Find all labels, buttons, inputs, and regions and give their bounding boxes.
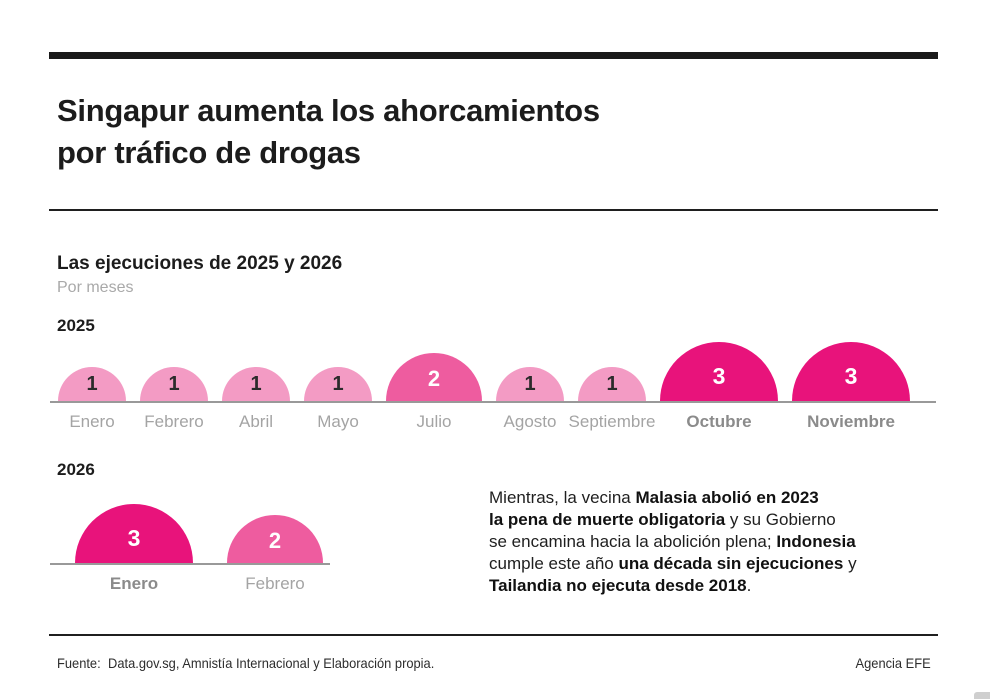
value-label: 1: [332, 373, 344, 395]
value-label: 1: [86, 373, 98, 395]
page-title-line2: por tráfico de drogas: [57, 135, 361, 170]
semicircle-octubre: 3: [660, 342, 778, 401]
corner-mark: [974, 692, 990, 699]
month-label: Julio: [416, 412, 452, 431]
annotation-text: Mientras, la vecina Malasia abolió en 20…: [489, 487, 949, 597]
semicircle-enero: 1: [58, 367, 126, 401]
month-febrero: 2 Febrero: [227, 515, 323, 593]
value-label: 3: [127, 525, 141, 551]
month-enero: 3 Enero: [75, 504, 193, 593]
month-label: Enero: [69, 412, 115, 431]
month-agosto: 1 Agosto: [496, 367, 564, 431]
month-noviembre: 3 Noviembre: [792, 342, 910, 431]
month-abril: 1 Abril: [222, 367, 290, 431]
semicircle-noviembre: 3: [792, 342, 910, 401]
title-divider: [49, 209, 938, 211]
value-label: 2: [268, 528, 282, 553]
month-label: Febrero: [144, 412, 204, 431]
month-julio: 2 Julio: [386, 353, 482, 431]
year-label-2025: 2025: [57, 316, 95, 335]
value-label: 2: [427, 366, 441, 391]
chart-row-2026: 3 Enero 2 Febrero: [50, 503, 450, 593]
semicircle-julio: 2: [386, 353, 482, 401]
month-mayo: 1 Mayo: [304, 367, 372, 431]
semicircle-febrero: 1: [140, 367, 208, 401]
annotation-line: Mientras, la vecina Malasia abolió en 20…: [489, 488, 819, 507]
annotation-line: la pena de muerte obligatoria y su Gobie…: [489, 510, 836, 529]
source-text: Data.gov.sg, Amnistía Internacional y El…: [108, 655, 435, 671]
semicircle-abril: 1: [222, 367, 290, 401]
footer-divider: [49, 634, 938, 636]
chart-slots-2025: 1 Enero 1 Febrero 1 Abril 1 Mayo 2 Julio 1 Agosto 1 S…: [50, 341, 938, 431]
month-label: Noviembre: [807, 412, 895, 431]
month-label: Febrero: [245, 574, 305, 593]
value-label: 1: [168, 373, 180, 395]
chart-slots-2026: 3 Enero 2 Febrero: [50, 503, 450, 593]
chart-row-2025: 1 Enero 1 Febrero 1 Abril 1 Mayo 2 Julio 1 Agosto 1 S…: [50, 341, 938, 431]
month-label: Octubre: [686, 412, 752, 431]
semicircle-septiembre: 1: [578, 367, 646, 401]
value-label: 3: [844, 363, 858, 389]
semicircle-febrero: 2: [227, 515, 323, 563]
month-febrero: 1 Febrero: [140, 367, 208, 431]
top-accent-bar: [49, 52, 938, 59]
semicircle-enero: 3: [75, 504, 193, 563]
footer-credit: Agencia EFE: [855, 655, 931, 671]
chart-title: Las ejecuciones de 2025 y 2026: [57, 253, 343, 274]
source-label: Fuente:: [57, 655, 101, 671]
page-title: Singapur aumenta los ahorcamientos por t…: [57, 90, 600, 174]
month-octubre: 3 Octubre: [660, 342, 778, 431]
footer-source: Fuente: Data.gov.sg, Amnistía Internacion…: [57, 655, 434, 671]
footer: Fuente: Data.gov.sg, Amnistía Internacion…: [57, 655, 931, 671]
axis-baseline-2025: [50, 401, 936, 403]
month-label: Enero: [109, 574, 159, 593]
semicircle-mayo: 1: [304, 367, 372, 401]
year-label-2026: 2026: [57, 460, 95, 479]
month-septiembre: 1 Septiembre: [569, 367, 655, 431]
value-label: 3: [712, 363, 726, 389]
month-label: Septiembre: [568, 412, 656, 431]
annotation-line: se encamina hacia la abolición plena; In…: [489, 532, 856, 551]
month-label: Abril: [238, 412, 274, 431]
value-label: 1: [606, 373, 618, 395]
value-label: 1: [524, 373, 536, 395]
month-label: Agosto: [503, 412, 557, 431]
annotation-line: Tailandia no ejecuta desde 2018.: [489, 576, 752, 595]
month-label: Mayo: [317, 412, 359, 431]
axis-baseline-2026: [50, 563, 330, 565]
annotation-line: cumple este año una década sin ejecucion…: [489, 554, 857, 573]
page-title-line1: Singapur aumenta los ahorcamientos: [57, 93, 600, 128]
month-enero: 1 Enero: [58, 367, 126, 431]
chart-subtitle: Por meses: [57, 279, 134, 296]
semicircle-agosto: 1: [496, 367, 564, 401]
value-label: 1: [250, 373, 262, 395]
